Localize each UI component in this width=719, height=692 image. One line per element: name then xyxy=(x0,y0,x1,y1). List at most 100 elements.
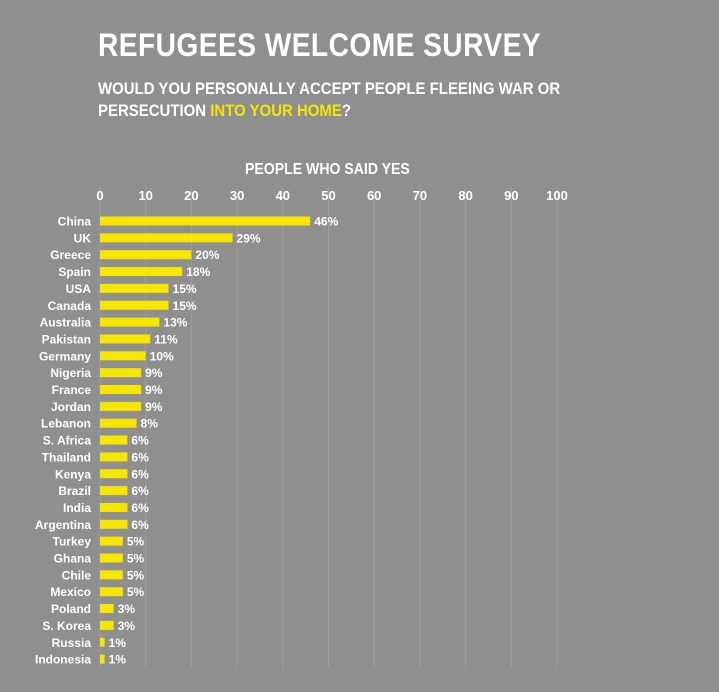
category-label: Chile xyxy=(62,568,92,582)
category-label: India xyxy=(63,501,91,515)
category-label: France xyxy=(52,383,92,397)
x-tick-label: 80 xyxy=(458,188,472,203)
x-tick-label: 10 xyxy=(138,188,152,203)
bar xyxy=(100,469,128,479)
category-label: Greece xyxy=(50,248,91,262)
bar xyxy=(100,435,128,445)
bar xyxy=(100,317,160,327)
data-label: 10% xyxy=(150,349,174,363)
bar xyxy=(100,216,311,226)
data-label: 9% xyxy=(145,366,163,380)
data-label: 3% xyxy=(118,602,136,616)
bar xyxy=(100,401,142,411)
data-label: 5% xyxy=(127,535,145,549)
data-label: 5% xyxy=(127,568,145,582)
category-label: Germany xyxy=(39,349,91,363)
data-label: 3% xyxy=(118,619,136,633)
category-label: Canada xyxy=(48,299,92,313)
x-tick-label: 90 xyxy=(504,188,518,203)
x-tick-label: 0 xyxy=(96,188,103,203)
bar xyxy=(100,233,233,243)
data-label: 9% xyxy=(145,400,163,414)
subtitle-line-1: WOULD YOU PERSONALLY ACCEPT PEOPLE FLEEI… xyxy=(98,79,561,98)
category-label: Brazil xyxy=(58,484,91,498)
data-label: 20% xyxy=(195,248,219,262)
bar xyxy=(100,351,146,361)
subtitle-suffix: ? xyxy=(341,101,351,120)
category-label: Argentina xyxy=(35,518,91,532)
bar xyxy=(100,604,114,614)
chart-subtitle: WOULD YOU PERSONALLY ACCEPT PEOPLE FLEEI… xyxy=(98,78,560,122)
bar xyxy=(100,536,123,546)
bar xyxy=(100,452,128,462)
x-axis-title: PEOPLE WHO SAID YES xyxy=(245,161,410,178)
bar xyxy=(100,502,128,512)
data-label: 1% xyxy=(109,636,127,650)
x-tick-label: 30 xyxy=(230,188,244,203)
data-label: 11% xyxy=(154,332,178,346)
category-label: S. Korea xyxy=(42,619,91,633)
data-label: 6% xyxy=(131,484,149,498)
data-label: 5% xyxy=(127,552,145,566)
category-label: USA xyxy=(66,282,92,296)
category-label: Thailand xyxy=(42,450,91,464)
x-tick-label: 100 xyxy=(546,188,568,203)
x-tick-label: 60 xyxy=(367,188,381,203)
data-label: 6% xyxy=(131,450,149,464)
category-label: Lebanon xyxy=(41,417,91,431)
category-label: Kenya xyxy=(55,467,91,481)
category-label: Spain xyxy=(58,265,91,279)
data-label: 15% xyxy=(173,299,197,313)
bar xyxy=(100,267,183,277)
chart-title: REFUGEES WELCOME SURVEY xyxy=(98,27,542,63)
category-label: Turkey xyxy=(53,535,92,549)
x-tick-label: 70 xyxy=(413,188,427,203)
category-label: China xyxy=(58,215,92,229)
category-label: Jordan xyxy=(51,400,91,414)
bar xyxy=(100,385,142,394)
subtitle-line-2: PERSECUTION INTO YOUR HOME? xyxy=(98,100,560,122)
bar xyxy=(100,300,169,310)
data-label: 18% xyxy=(186,265,210,279)
category-label: Russia xyxy=(52,636,92,650)
data-label: 8% xyxy=(141,417,159,431)
data-label: 15% xyxy=(173,282,197,296)
bar xyxy=(100,519,128,529)
category-label: Australia xyxy=(40,316,92,330)
bar xyxy=(100,587,123,597)
bar xyxy=(100,334,151,344)
data-label: 9% xyxy=(145,383,163,397)
data-label: 1% xyxy=(109,653,127,667)
x-tick-label: 20 xyxy=(184,188,198,203)
data-label: 6% xyxy=(131,518,149,532)
data-label: 6% xyxy=(131,434,149,448)
data-label: 13% xyxy=(163,316,187,330)
category-label: Indonesia xyxy=(35,653,91,667)
bar xyxy=(100,368,142,378)
category-label: Nigeria xyxy=(50,366,91,380)
data-label: 6% xyxy=(131,501,149,515)
x-tick-label: 40 xyxy=(276,188,290,203)
data-label: 46% xyxy=(314,215,338,229)
bar xyxy=(100,637,105,647)
subtitle-highlight: INTO YOUR HOME xyxy=(210,101,342,120)
bar xyxy=(100,570,123,580)
x-tick-label: 50 xyxy=(321,188,335,203)
bar xyxy=(100,250,192,260)
bar xyxy=(100,654,105,664)
category-label: Poland xyxy=(51,602,91,616)
category-label: Pakistan xyxy=(42,332,91,346)
bar xyxy=(100,620,114,630)
bar xyxy=(100,553,123,563)
bar xyxy=(100,486,128,496)
subtitle-prefix: PERSECUTION xyxy=(98,101,211,120)
category-label: S. Africa xyxy=(43,434,92,448)
bar xyxy=(100,418,137,428)
data-label: 5% xyxy=(127,585,145,599)
bar xyxy=(100,283,169,293)
category-label: Mexico xyxy=(50,585,91,599)
data-label: 6% xyxy=(131,467,149,481)
data-label: 29% xyxy=(237,231,261,245)
category-label: UK xyxy=(74,231,92,245)
